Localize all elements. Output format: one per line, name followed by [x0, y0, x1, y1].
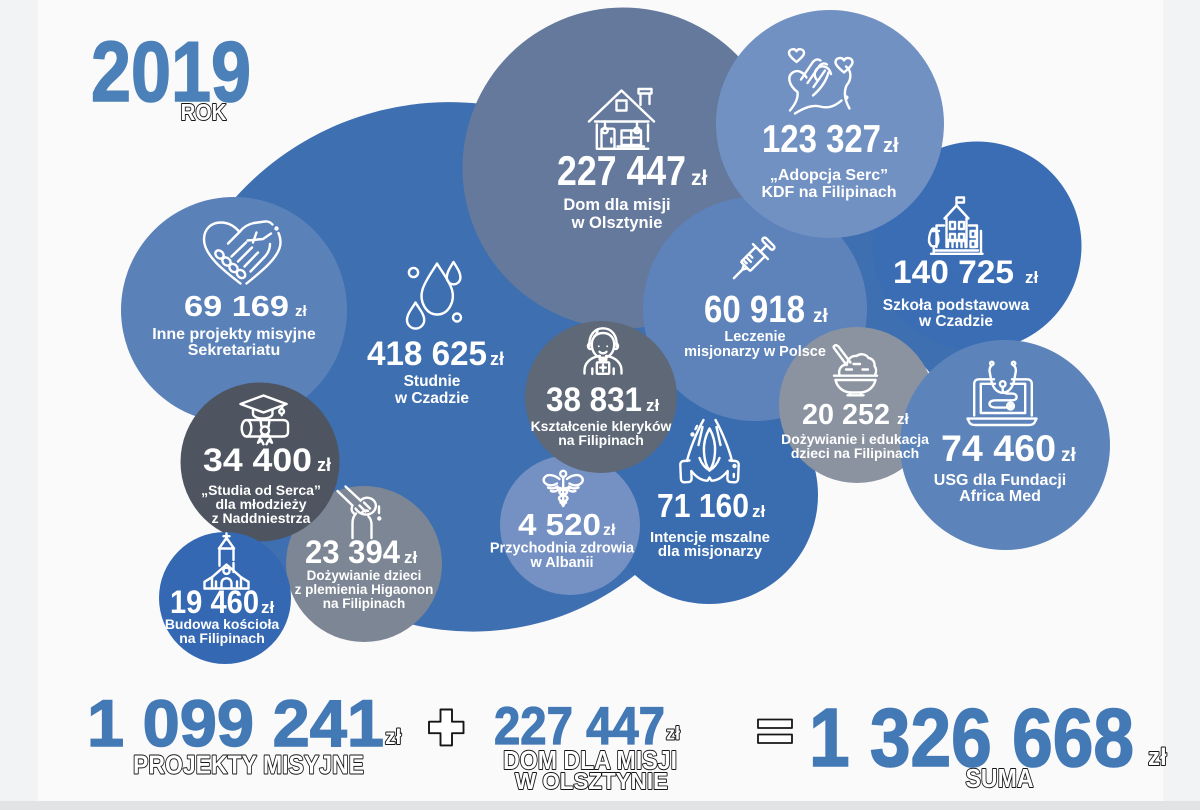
svg-text:„Adopcja Serc”: „Adopcja Serc” [770, 167, 888, 184]
svg-text:34 400: 34 400 [203, 442, 312, 478]
svg-text:PROJEKTY MISYJNE: PROJEKTY MISYJNE [133, 750, 364, 780]
svg-text:W OLSZTYNIE: W OLSZTYNIE [515, 768, 668, 794]
svg-text:na Filipinach: na Filipinach [558, 432, 644, 448]
svg-text:zł: zł [385, 726, 402, 749]
svg-text:zł: zł [1025, 268, 1039, 287]
svg-text:60 918: 60 918 [704, 289, 805, 331]
svg-text:69 169: 69 169 [184, 291, 289, 323]
svg-text:dla młodzieży: dla młodzieży [215, 496, 306, 512]
svg-text:na Filipinach: na Filipinach [323, 596, 406, 611]
svg-text:140 725: 140 725 [893, 254, 1014, 290]
svg-text:zł: zł [1148, 744, 1167, 771]
svg-text:Africa Med: Africa Med [959, 488, 1041, 505]
svg-text:z Naddniestrza: z Naddniestrza [212, 510, 311, 526]
svg-text:Inne projekty misyjne: Inne projekty misyjne [152, 326, 316, 343]
svg-text:19 460: 19 460 [170, 584, 259, 620]
svg-text:71 160: 71 160 [657, 487, 749, 524]
svg-text:misjonarzy w Polsce: misjonarzy w Polsce [684, 344, 826, 360]
svg-text:Intencje mszalne: Intencje mszalne [650, 529, 770, 546]
svg-text:USG dla Fundacji: USG dla Fundacji [934, 472, 1066, 489]
svg-text:Dożywianie dzieci: Dożywianie dzieci [307, 568, 422, 583]
svg-text:1 326 668: 1 326 668 [809, 691, 1134, 784]
svg-text:zł: zł [317, 455, 331, 475]
svg-text:DOM DLA MISJI: DOM DLA MISJI [503, 745, 677, 775]
svg-text:Dom dla misji: Dom dla misji [563, 196, 670, 214]
svg-text:KDF na Filipinach: KDF na Filipinach [761, 184, 896, 201]
svg-text:Leczenie: Leczenie [724, 329, 785, 345]
svg-text:zł: zł [691, 167, 708, 190]
svg-text:38 831: 38 831 [546, 381, 642, 419]
svg-text:20 252: 20 252 [802, 399, 890, 431]
svg-text:zł: zł [897, 411, 910, 428]
svg-text:227 447: 227 447 [494, 697, 665, 756]
svg-text:zł: zł [646, 396, 660, 415]
svg-text:zł: zł [603, 522, 616, 539]
svg-text:ROK: ROK [181, 99, 227, 125]
svg-text:74 460: 74 460 [941, 428, 1056, 469]
svg-text:zł: zł [666, 724, 680, 744]
svg-text:zł: zł [490, 349, 504, 369]
svg-text:418 625: 418 625 [367, 335, 487, 373]
svg-text:1 099 241: 1 099 241 [87, 686, 384, 760]
svg-text:Studnie: Studnie [404, 373, 461, 390]
svg-text:zł: zł [883, 135, 899, 157]
svg-text:23 394: 23 394 [305, 534, 400, 570]
svg-text:zł: zł [404, 548, 418, 567]
svg-text:zł: zł [1061, 445, 1077, 466]
svg-text:SUMA: SUMA [966, 763, 1034, 793]
svg-text:Przychodnia zdrowia: Przychodnia zdrowia [490, 541, 635, 557]
svg-text:na Filipinach: na Filipinach [179, 630, 265, 646]
svg-text:Sekretariatu: Sekretariatu [188, 342, 281, 359]
svg-text:dla misjonarzy: dla misjonarzy [658, 543, 763, 560]
svg-text:2019: 2019 [91, 25, 251, 120]
svg-text:w Albanii: w Albanii [529, 555, 593, 571]
svg-text:Dożywianie i edukacja: Dożywianie i edukacja [781, 431, 929, 447]
svg-text:zł: zł [752, 502, 766, 521]
svg-text:4 520: 4 520 [518, 507, 601, 542]
svg-text:„Studia od Serca”: „Studia od Serca” [201, 482, 321, 498]
svg-text:dzieci na Filipinach: dzieci na Filipinach [791, 445, 919, 461]
svg-text:Kształcenie kleryków: Kształcenie kleryków [531, 418, 672, 434]
svg-text:Szkoła podstawowa: Szkoła podstawowa [883, 297, 1030, 314]
svg-text:zł: zł [813, 306, 829, 327]
svg-text:Budowa kościoła: Budowa kościoła [165, 616, 280, 632]
svg-text:w Czadzie: w Czadzie [918, 313, 993, 330]
svg-text:z plemienia Higaonon: z plemienia Higaonon [295, 582, 434, 597]
svg-text:w Olsztynie: w Olsztynie [571, 214, 663, 232]
svg-text:123 327: 123 327 [762, 118, 881, 161]
svg-text:zł: zł [295, 303, 308, 320]
svg-text:w Czadzie: w Czadzie [394, 390, 469, 407]
svg-text:227 447: 227 447 [557, 147, 686, 194]
svg-text:zł: zł [261, 598, 275, 617]
